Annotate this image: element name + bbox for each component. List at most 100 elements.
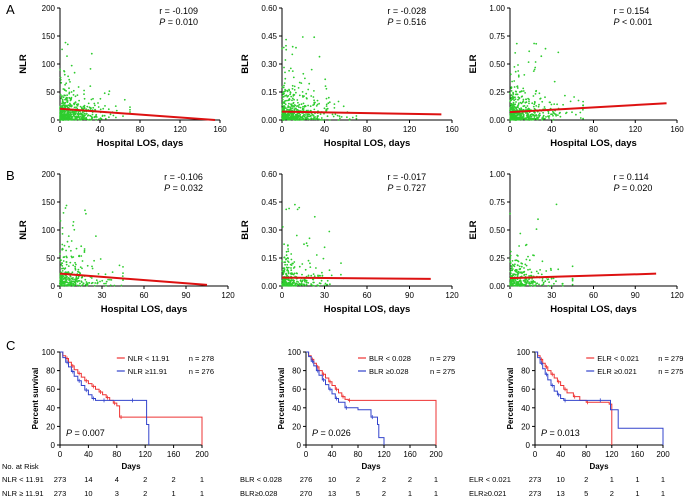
data-point [355, 115, 358, 117]
x-tick-label: 120 [173, 125, 187, 134]
data-point [552, 119, 554, 121]
data-point [539, 269, 541, 271]
data-point [64, 207, 67, 209]
data-point [77, 270, 79, 273]
data-point [346, 116, 348, 119]
data-point [290, 258, 293, 261]
data-point [328, 101, 331, 104]
data-point [571, 277, 574, 280]
data-point [92, 97, 94, 100]
data-point [290, 267, 292, 269]
legend-label: BLR ≥0.028 [369, 367, 409, 376]
data-point [307, 259, 310, 262]
data-point [63, 88, 66, 91]
data-point [532, 114, 535, 117]
data-point [283, 268, 286, 271]
data-point [99, 280, 101, 283]
data-point [293, 261, 296, 263]
risk-table-1: No. at Risk NLR < 11.91 273 14 4 2 2 1 NLR ≥ 11.… [2, 462, 204, 498]
data-point [309, 105, 312, 108]
p-value: = 0.727 [393, 183, 426, 193]
risk-cell: 1 [635, 489, 639, 498]
data-point [61, 117, 64, 120]
data-point [65, 284, 67, 287]
data-point [284, 103, 287, 106]
data-point [289, 113, 291, 115]
y-tick-label: 0.60 [261, 170, 277, 179]
survival-chart-3: 0 40 80 120 160 200 0 20 40 60 80 100 Percent surviv… [506, 348, 683, 471]
p-value: < 0.001 [620, 17, 653, 27]
y-axis-label: BLR [240, 54, 251, 74]
data-point [65, 204, 68, 207]
data-point [342, 105, 345, 108]
data-point [292, 262, 294, 265]
data-point [331, 113, 334, 116]
data-point [511, 266, 513, 268]
data-point [535, 270, 538, 273]
data-point [62, 212, 65, 214]
data-point [87, 102, 90, 105]
p-value-label: P = 0.013 [541, 428, 580, 438]
data-point [308, 118, 311, 121]
data-point [291, 99, 293, 102]
data-point [120, 284, 123, 287]
data-point [99, 97, 102, 100]
data-point [72, 221, 75, 223]
y-tick-label: 50 [46, 254, 55, 263]
data-point [67, 265, 70, 267]
data-point [513, 86, 516, 88]
data-point [284, 59, 287, 61]
data-point [321, 119, 323, 121]
data-point [509, 212, 511, 215]
data-point [553, 103, 556, 105]
data-point [528, 100, 530, 103]
data-point [288, 116, 291, 119]
x-tick-label: 0 [58, 291, 63, 300]
data-point [77, 86, 80, 88]
data-point [546, 278, 549, 281]
data-point [294, 119, 297, 121]
data-point [327, 102, 330, 105]
data-point [515, 280, 517, 283]
data-point [303, 243, 305, 246]
data-point [553, 282, 555, 285]
data-point [552, 110, 554, 113]
data-point [516, 269, 518, 272]
data-point [70, 104, 73, 107]
risk-cell: 276 [300, 475, 313, 484]
risk-row-label: ELR≥0.021 [469, 489, 506, 498]
x-tick-label: 160 [670, 125, 684, 134]
data-point [518, 265, 521, 268]
data-point [91, 267, 94, 270]
data-point [284, 88, 286, 91]
data-point [548, 281, 550, 283]
x-tick-label: 30 [320, 291, 329, 300]
data-point [65, 261, 68, 263]
x-tick-label: 160 [403, 450, 417, 459]
data-point [513, 66, 516, 68]
data-point [281, 260, 283, 262]
risk-cell: 1 [635, 475, 639, 484]
data-point [548, 101, 551, 104]
data-point [297, 118, 300, 121]
data-point [292, 102, 295, 105]
data-point [83, 97, 86, 100]
data-point [337, 100, 340, 103]
data-point [529, 268, 531, 271]
data-point [328, 119, 331, 121]
risk-cell: 2 [382, 475, 386, 484]
data-point [79, 115, 81, 118]
x-tick-label: 160 [445, 125, 459, 134]
data-point [582, 104, 584, 107]
risk-cell: 273 [529, 475, 542, 484]
y-tick-label: 40 [46, 404, 55, 413]
data-point [67, 104, 70, 107]
data-point [61, 104, 64, 107]
data-point [340, 273, 342, 276]
data-point [76, 104, 79, 107]
data-point [517, 103, 520, 106]
data-point [71, 116, 74, 118]
data-point [61, 116, 64, 119]
data-point [288, 69, 290, 72]
data-point [525, 101, 528, 104]
